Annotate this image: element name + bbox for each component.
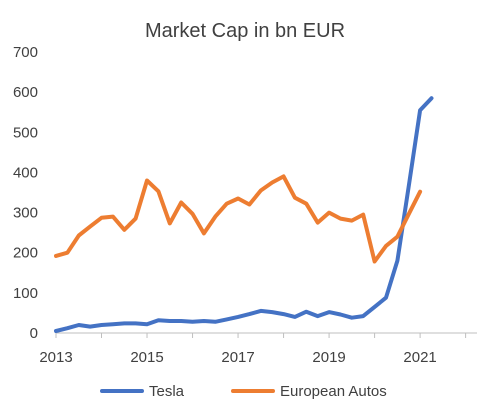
y-tick-label: 200: [13, 245, 38, 262]
y-axis-ticks: 0 100 200 300 400 500 600 700: [13, 44, 38, 342]
chart-title: Market Cap in bn EUR: [145, 20, 345, 42]
x-tick-label: 2015: [130, 349, 163, 366]
y-tick-label: 100: [13, 285, 38, 302]
x-tick-label: 2021: [403, 349, 436, 366]
series-layer: [54, 96, 434, 333]
y-tick-label: 700: [13, 44, 38, 61]
y-tick-label: 300: [13, 205, 38, 222]
x-tick-label: 2019: [312, 349, 345, 366]
x-tick-label: 2013: [39, 349, 72, 366]
y-tick-label: 0: [30, 325, 38, 342]
y-tick-label: 600: [13, 84, 38, 101]
legend: Tesla European Autos: [100, 383, 387, 400]
y-tick-label: 500: [13, 124, 38, 141]
series-line-european-autos: [54, 174, 423, 264]
y-tick-label: 400: [13, 164, 38, 181]
x-axis-ticks: 2013 2015 2017 2019 2021: [39, 333, 467, 366]
legend-label: European Autos: [280, 383, 387, 400]
x-tick-label: 2017: [221, 349, 254, 366]
series-line-tesla: [54, 96, 434, 333]
legend-label: Tesla: [149, 383, 185, 400]
